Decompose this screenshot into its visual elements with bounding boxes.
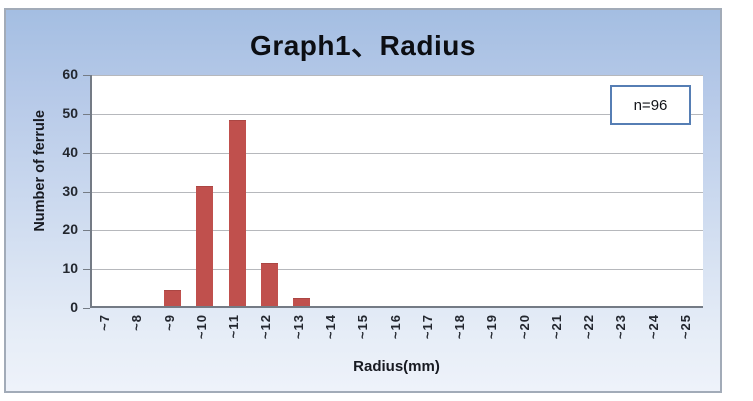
x-axis-label-~21: ~21 [549,314,564,366]
x-axis-label-text: ~14 [322,314,338,340]
gridline-20 [92,230,703,232]
y-tick-50 [83,113,90,115]
x-axis-label-text: ~25 [677,314,693,340]
y-tick-60 [83,75,90,76]
gridline-50 [92,113,703,115]
x-axis-label-~12: ~12 [258,314,273,366]
bar-~11 [228,119,246,306]
x-axis-label-~20: ~20 [517,314,532,366]
bar-~10 [196,185,214,306]
x-axis-label-~7: ~7 [97,314,112,366]
y-tick-40 [83,152,90,154]
y-axis-label-60: 60 [62,66,78,82]
x-axis-label-text: ~21 [548,314,564,340]
bar-~12 [260,263,278,306]
y-tick-0 [83,308,90,309]
x-axis-label-text: ~15 [355,314,371,340]
y-axis-label-0: 0 [70,299,78,315]
y-tick-30 [83,191,90,193]
x-axis-label-text: ~13 [290,314,306,340]
gridline-30 [92,191,703,193]
x-axis-label-text: ~20 [516,314,532,340]
y-axis-label-30: 30 [62,182,78,199]
gridline-10 [92,269,703,271]
chart-title: Graph1、Radius [250,30,476,61]
x-axis-label-~19: ~19 [484,314,499,366]
chart-container: Graph1、Radius Number of ferrule n=96 Rad… [4,8,722,393]
x-axis-label-~18: ~18 [452,314,467,366]
x-axis-label-~25: ~25 [678,314,693,366]
x-axis-label-text: ~11 [226,314,242,339]
x-axis-label-~15: ~15 [355,314,370,366]
bar-~9 [164,290,182,306]
bar-~13 [293,298,311,306]
x-axis-label-text: ~7 [97,314,113,331]
x-axis-label-~16: ~16 [388,314,403,366]
x-axis-label-~14: ~14 [323,314,338,366]
x-axis-label-text: ~17 [419,314,435,340]
x-axis-label-~9: ~9 [162,314,177,366]
y-tick-10 [83,269,90,271]
x-axis-label-~10: ~10 [194,314,209,366]
x-axis-label-text: ~24 [645,314,661,340]
x-axis-title: Radius(mm) [353,358,440,375]
x-axis-label-~17: ~17 [420,314,435,366]
x-axis-label-~24: ~24 [646,314,661,366]
x-axis-label-text: ~18 [452,314,468,340]
x-axis-label-~22: ~22 [581,314,596,366]
x-axis-label-~13: ~13 [291,314,306,366]
x-axis-label-text: ~12 [258,314,274,340]
x-axis-label-text: ~23 [613,314,629,340]
x-axis-label-~23: ~23 [613,314,628,366]
x-axis-label-text: ~16 [387,314,403,340]
y-axis-label-10: 10 [62,260,78,277]
x-axis-label-~11: ~11 [226,314,241,366]
x-axis-label-~8: ~8 [129,314,144,366]
y-axis-label-20: 20 [62,221,78,238]
y-axis-title-text: Number of ferrule [32,110,48,232]
y-tick-20 [83,230,90,232]
x-axis-label-text: ~10 [193,314,209,340]
gridline-60 [92,75,703,76]
annotation-box: n=96 [610,85,691,125]
plot-area [90,75,703,308]
y-axis-label-50: 50 [62,104,78,121]
x-axis-label-text: ~19 [484,314,500,340]
y-axis-label-40: 40 [62,143,78,160]
gridline-40 [92,152,703,154]
x-axis-label-text: ~9 [161,314,177,331]
y-axis-title: Number of ferrule [32,110,48,275]
x-axis-label-text: ~22 [581,314,597,340]
x-axis-label-text: ~8 [129,314,145,331]
sample-size-label: n=96 [633,96,668,114]
